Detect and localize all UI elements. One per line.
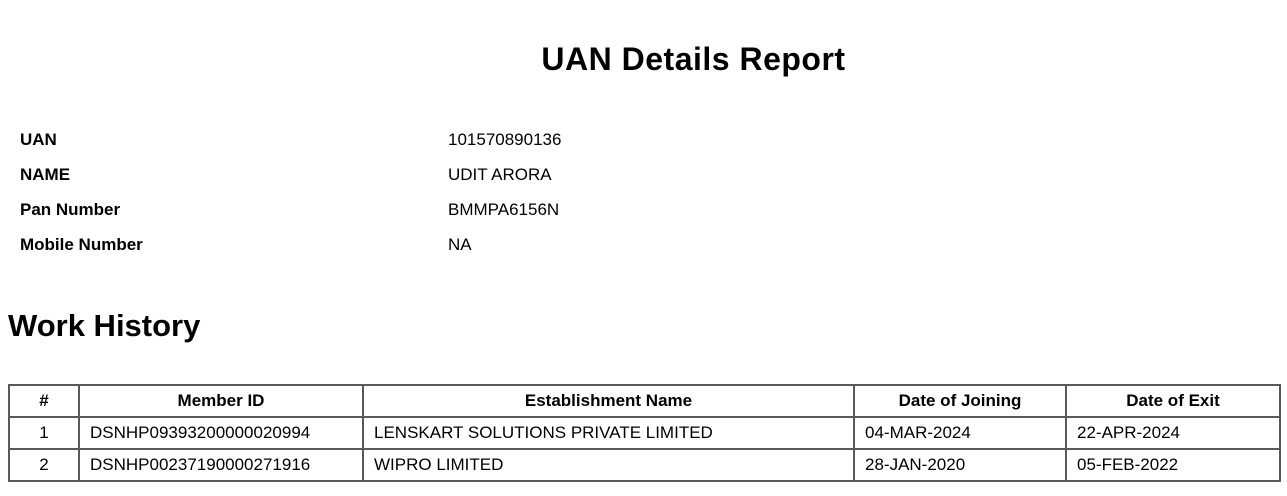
cell-date-of-joining: 28-JAN-2020: [853, 448, 1067, 482]
name-value: UDIT ARORA: [448, 165, 552, 184]
cell-member-id: DSNHP09393200000020994: [78, 416, 364, 450]
work-history-heading: Work History: [8, 308, 201, 343]
field-row-name: NAME UDIT ARORA: [20, 157, 1287, 192]
col-header-member-id: Member ID: [78, 384, 364, 418]
table-header-row: # Member ID Establishment Name Date of J…: [8, 384, 1281, 418]
mobile-label: Mobile Number: [20, 235, 143, 254]
cell-establishment-name: WIPRO LIMITED: [362, 448, 855, 482]
uan-value: 101570890136: [448, 130, 562, 149]
col-header-date-of-exit: Date of Exit: [1065, 384, 1281, 418]
work-history-table: # Member ID Establishment Name Date of J…: [8, 384, 1281, 482]
pan-value: BMMPA6156N: [448, 200, 560, 219]
uan-label: UAN: [20, 130, 57, 149]
cell-index: 2: [8, 448, 80, 482]
col-header-date-of-joining: Date of Joining: [853, 384, 1067, 418]
field-row-mobile: Mobile Number NA: [20, 227, 1287, 262]
cell-index: 1: [8, 416, 80, 450]
page-title: UAN Details Report: [541, 41, 846, 77]
pan-label: Pan Number: [20, 200, 121, 219]
table-row: 2 DSNHP00237190000271916 WIPRO LIMITED 2…: [8, 448, 1281, 482]
cell-member-id: DSNHP00237190000271916: [78, 448, 364, 482]
cell-date-of-exit: 05-FEB-2022: [1065, 448, 1281, 482]
cell-establishment-name: LENSKART SOLUTIONS PRIVATE LIMITED: [362, 416, 855, 450]
field-row-uan: UAN 101570890136: [20, 122, 1287, 157]
field-row-pan: Pan Number BMMPA6156N: [20, 192, 1287, 227]
cell-date-of-exit: 22-APR-2024: [1065, 416, 1281, 450]
table-row: 1 DSNHP09393200000020994 LENSKART SOLUTI…: [8, 416, 1281, 450]
col-header-index: #: [8, 384, 80, 418]
cell-date-of-joining: 04-MAR-2024: [853, 416, 1067, 450]
col-header-establishment-name: Establishment Name: [362, 384, 855, 418]
member-details-section: UAN 101570890136 NAME UDIT ARORA Pan Num…: [20, 122, 1287, 262]
name-label: NAME: [20, 165, 71, 184]
uan-report-page: UAN Details Report UAN 101570890136 NAME…: [0, 40, 1287, 496]
mobile-value: NA: [448, 235, 472, 254]
